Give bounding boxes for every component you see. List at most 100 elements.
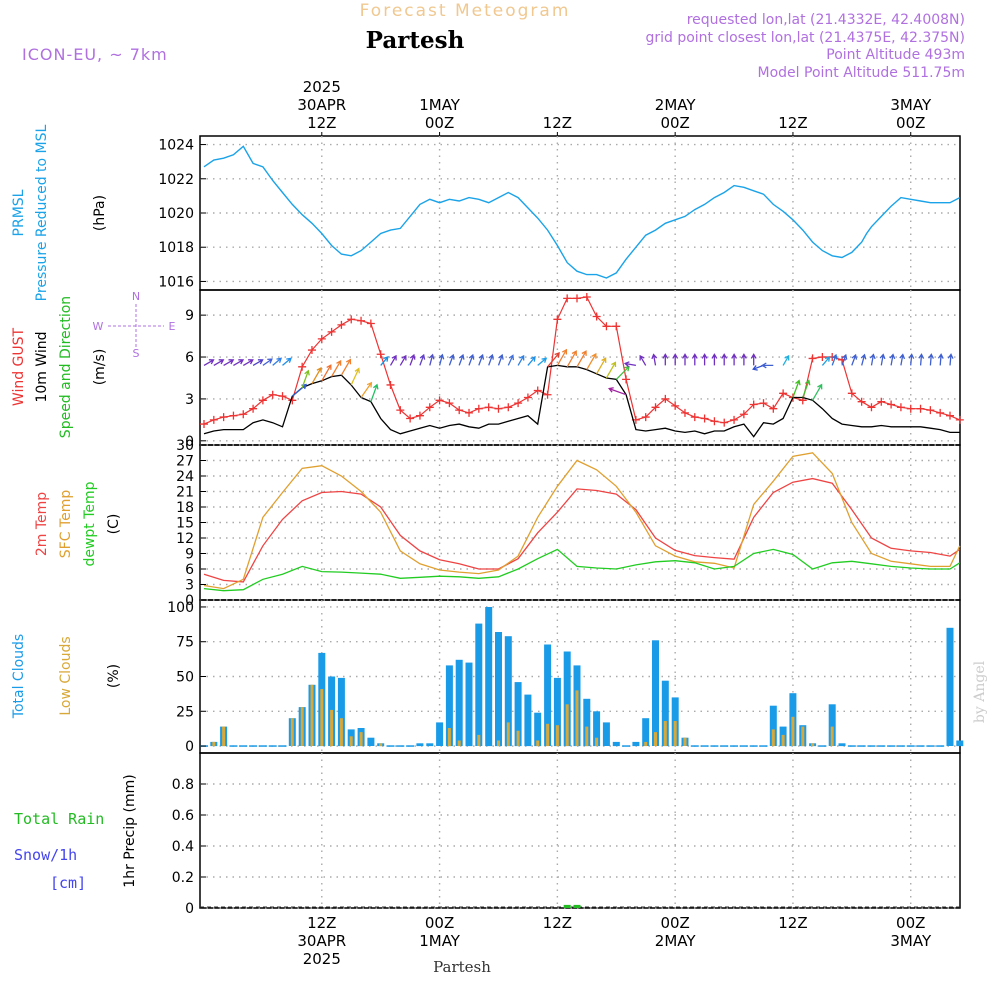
wind-direction-arrow (711, 353, 718, 366)
gust-marker (955, 415, 964, 424)
wind-direction-arrow (517, 354, 525, 366)
low-cloud-bar (536, 740, 540, 747)
total-cloud-bar (524, 694, 532, 747)
gust-marker (425, 403, 434, 412)
gust-marker (690, 413, 699, 422)
wind-direction-arrow (272, 357, 283, 366)
wind-direction-arrow (821, 356, 831, 366)
gust-marker (641, 413, 650, 422)
time-label-top: 3MAY (890, 96, 932, 114)
wind-direction-arrow (566, 350, 577, 368)
gust-marker (936, 408, 945, 417)
wind-direction-arrow (468, 353, 475, 366)
y-tick-label: 18 (176, 500, 194, 516)
total-cloud-bar (661, 680, 669, 747)
wind-direction-arrow (242, 359, 254, 366)
gust-marker (229, 411, 238, 420)
low-cloud-bar (339, 718, 343, 746)
wind-direction-arrow (782, 354, 790, 366)
location-title: Partesh (366, 27, 465, 54)
time-label-top: 2025 (303, 78, 341, 96)
low-cloud-bar (310, 684, 314, 746)
time-label-top: 12Z (543, 114, 572, 132)
y-tick-label: 0 (185, 434, 194, 450)
low-cloud-bar (595, 737, 599, 746)
y-tick-label: 24 (176, 469, 194, 485)
wind-direction-arrow (605, 361, 617, 379)
wind-direction-arrow (331, 359, 342, 377)
wind-direction-arrow (458, 353, 465, 366)
precip-label-snow: Snow/1h (14, 846, 77, 864)
total-cloud-bar (436, 722, 444, 746)
wind-direction-arrow (691, 353, 698, 366)
gust-marker (366, 319, 375, 328)
y-tick-label: 0 (185, 739, 194, 755)
gust-marker (887, 400, 896, 409)
time-label-bottom: 00Z (660, 914, 689, 932)
wind-direction-arrow (428, 353, 435, 366)
grid-coords: grid point closest lon,lat (21.4375E, 42… (645, 30, 965, 46)
low-cloud-bar (830, 726, 834, 747)
wind-direction-arrow (752, 364, 764, 371)
wind-direction-arrow (662, 353, 669, 366)
total-cloud-bar (495, 632, 502, 747)
time-label-top: 00Z (896, 114, 925, 132)
dewpt-line (203, 548, 961, 592)
gust-marker (857, 397, 866, 406)
low-cloud-bar (663, 721, 667, 746)
pressure-ylabel-line1: PRMSL (11, 189, 27, 236)
total-cloud-bar (455, 659, 463, 746)
wind-direction-arrow (448, 353, 455, 366)
gust-marker (573, 294, 581, 303)
wind-direction-arrow (672, 353, 679, 366)
wind-direction-arrow (389, 354, 397, 366)
pressure-unit: (hPa) (92, 195, 108, 231)
gust-marker (671, 401, 680, 410)
wind-direction-arrow (937, 353, 944, 366)
wind-direction-arrow (899, 353, 906, 366)
time-label-top: 30APR (297, 96, 346, 114)
wind-direction-arrow (761, 362, 774, 369)
gust-marker (622, 375, 631, 384)
panel-frames (199, 135, 961, 909)
gust-marker (553, 315, 562, 324)
gust-marker (651, 403, 660, 412)
gust-marker (504, 403, 513, 412)
gust-marker (592, 312, 601, 321)
gust-marker (278, 392, 287, 401)
compass-east: E (169, 320, 176, 333)
wind-direction-arrow (282, 357, 292, 366)
total-cloud-bar (445, 665, 453, 747)
total-cloud-bar (514, 682, 522, 747)
gust-marker (396, 406, 405, 415)
low-cloud-bar (477, 734, 481, 746)
time-label-top: 00Z (425, 114, 454, 132)
low-cloud-bar (683, 737, 687, 746)
y-tick-label: 21 (176, 485, 194, 501)
low-cloud-bar (565, 704, 569, 746)
time-label-bottom: 00Z (896, 914, 925, 932)
gust-marker (298, 362, 307, 371)
wind-direction-arrow (918, 353, 925, 366)
y-tick-label: 1016 (158, 274, 194, 290)
y-tick-label: 75 (176, 635, 194, 651)
low-cloud-bar (330, 709, 334, 747)
total-cloud-bar (337, 677, 345, 747)
wind-direction-arrow (651, 353, 658, 366)
wind-direction-arrow (802, 379, 811, 398)
y-tick-label: 6 (185, 350, 194, 366)
gust-marker (386, 380, 395, 389)
time-label-top: 00Z (660, 114, 689, 132)
wind-direction-arrow (507, 354, 515, 366)
gust-marker (867, 403, 876, 412)
wind-ylabel: Wind GUST 10m Wind Speed and Direction (… (11, 290, 176, 438)
total-cloud-bar (642, 718, 650, 746)
gust-marker (435, 396, 444, 405)
wind-direction-arrow (409, 353, 416, 366)
total-cloud-bar (583, 698, 591, 747)
y-tick-label: 0.2 (172, 870, 194, 886)
time-label-bottom: 12Z (778, 914, 807, 932)
wind-direction-arrow (860, 353, 867, 366)
wind-direction-arrow (831, 353, 838, 366)
